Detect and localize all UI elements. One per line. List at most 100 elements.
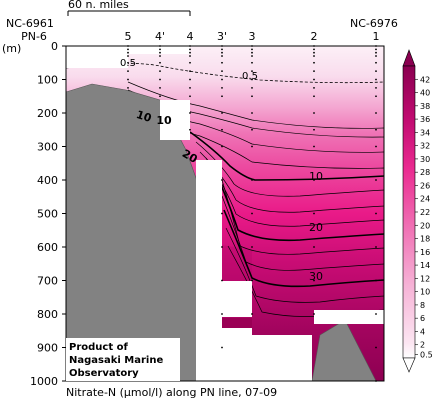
contour-10-line <box>189 131 385 181</box>
contour-line <box>225 227 385 303</box>
no-data-gap-4prime <box>160 100 190 140</box>
sample-point <box>251 313 253 315</box>
contour-20-line <box>211 163 385 242</box>
contour-line <box>221 179 385 255</box>
sample-point <box>189 128 191 131</box>
no-data-box-3prime <box>222 281 252 317</box>
chart-title: Nitrate-N (μmol/l) along PN line, 07-09 <box>66 386 277 399</box>
sample-point <box>189 78 191 81</box>
seafloor-topography <box>65 83 377 382</box>
sample-point <box>221 128 223 131</box>
right-station-id: NC-6976 <box>350 17 398 30</box>
sample-point <box>127 51 129 54</box>
station-label: 2 <box>311 30 318 43</box>
sample-point <box>251 212 253 215</box>
sample-point <box>159 61 161 64</box>
sample-point <box>251 70 253 73</box>
colorbar-tick-label: 18 <box>420 235 430 244</box>
y-tick-label: 400 <box>37 174 58 187</box>
contour-line <box>199 151 385 213</box>
sample-point <box>221 179 223 181</box>
sample-point <box>127 70 129 73</box>
sample-point <box>159 70 161 73</box>
sample-point <box>221 112 223 114</box>
colorbar-tick-label: 16 <box>420 248 430 257</box>
sample-point <box>313 51 315 54</box>
contour-label: 10 <box>309 170 323 183</box>
sample-point <box>313 55 315 57</box>
distance-scale: 60 n. miles <box>67 0 191 16</box>
colorbar-bar <box>402 65 416 359</box>
colorbar-tick-label: 14 <box>420 261 430 270</box>
sample-point <box>375 128 377 131</box>
sample-point <box>313 179 315 181</box>
credit-box: Product of Nagasaki Marine Observatory <box>66 338 180 381</box>
sample-point <box>251 78 253 81</box>
y-tick-label: 1000 <box>30 375 58 388</box>
colorbar-tick-label: 34 <box>420 128 430 137</box>
sample-point <box>375 145 377 148</box>
sample-point <box>313 86 315 89</box>
sample-point <box>313 246 315 248</box>
colorbar-tick-label: 22 <box>420 208 430 217</box>
sample-point <box>221 246 223 248</box>
no-data-bottom-2 <box>314 310 384 324</box>
y-axis-unit: (m) <box>2 42 21 55</box>
credit-line: Product of <box>69 342 128 353</box>
sample-point <box>221 86 223 89</box>
colorbar-tick-label: 36 <box>420 115 430 124</box>
sample-point <box>313 70 315 73</box>
contour-label: 10 <box>135 108 154 125</box>
colorbar-tick-label: 28 <box>420 168 430 177</box>
sample-point <box>221 61 223 64</box>
station-label: 3' <box>217 30 227 43</box>
colorbar-tick-label: 6 <box>420 314 425 323</box>
sample-point <box>313 128 315 131</box>
sample-point <box>221 313 223 315</box>
contour-label: 20 <box>309 221 323 234</box>
colorbar-tick-label: 8 <box>420 301 425 310</box>
sample-point <box>251 279 253 282</box>
sample-point <box>159 78 161 81</box>
sample-point <box>127 61 129 64</box>
sample-point <box>189 61 191 64</box>
sample-point <box>251 179 253 181</box>
station-label: 4 <box>187 30 194 43</box>
sample-point <box>251 48 253 51</box>
sample-point <box>313 61 315 64</box>
sample-point <box>313 112 315 114</box>
colorbar-tick-label: 12 <box>420 274 430 283</box>
sample-point <box>189 70 191 73</box>
contour-label: 10 <box>156 114 172 127</box>
plot-area: 0.5 0.5 10 10 20 10 20 30 01002003004005… <box>30 40 385 388</box>
sample-point <box>127 55 129 57</box>
contour-line <box>127 81 385 129</box>
colorbar-max-arrow <box>402 49 416 67</box>
sample-point <box>375 212 377 215</box>
y-tick-label: 0 <box>51 40 58 53</box>
sample-point <box>375 179 377 181</box>
sample-point <box>127 78 129 81</box>
sample-point <box>375 48 377 51</box>
deep-sample-patch <box>222 318 252 328</box>
colorbar-tick-label: 0.5 <box>420 351 433 360</box>
no-data-bottom-3 <box>252 335 312 381</box>
sample-point <box>221 279 223 282</box>
sample-point <box>313 95 315 98</box>
colorbar-tick-label: 42 <box>420 75 430 84</box>
sample-point <box>159 95 161 98</box>
scale-label: 60 n. miles <box>68 0 129 11</box>
sample-point <box>251 112 253 114</box>
sample-point <box>251 95 253 98</box>
sample-point <box>375 313 377 315</box>
colorbar-tick-label: 40 <box>420 89 430 98</box>
no-data-column-4 <box>196 160 222 381</box>
sample-point <box>251 51 253 54</box>
sample-point <box>221 212 223 215</box>
left-station-id: NC-6961 <box>6 17 54 30</box>
sample-point <box>251 61 253 64</box>
sample-point <box>221 70 223 73</box>
y-tick-label: 700 <box>37 275 58 288</box>
station-label: 1 <box>373 30 380 43</box>
